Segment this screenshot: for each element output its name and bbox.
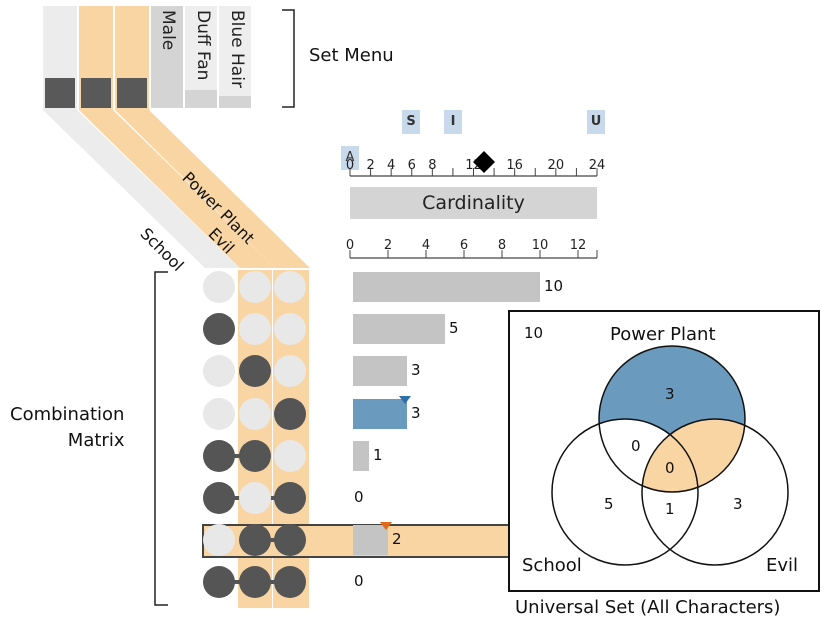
slider-tick-label: 4: [387, 158, 396, 173]
matrix-dot-evil[interactable]: [239, 397, 271, 430]
matrix-dot-school[interactable]: [203, 271, 235, 303]
matrix-dot-school[interactable]: [203, 566, 235, 599]
matrix-dot-power-plant[interactable]: [274, 355, 306, 388]
cardinality-bar-label: 3: [411, 403, 421, 422]
venn-count-school-evil: 1: [665, 500, 675, 518]
matrix-connector: [255, 538, 290, 543]
set-ribbons: [43, 110, 310, 268]
matrix-dot-school[interactable]: [203, 397, 235, 430]
axis-tick-label: 12: [569, 238, 587, 253]
menu-set-label-duff-fan: Duff Fan: [193, 10, 213, 81]
matrix-dot-school[interactable]: [203, 482, 235, 514]
cardinality-bar-label: 0: [354, 488, 364, 506]
cardinality-axis: [349, 250, 598, 259]
venn-circle-evil[interactable]: [641, 418, 789, 566]
axis-tick-label: 8: [497, 238, 507, 253]
axis-tick-label: 4: [421, 238, 431, 253]
cardinality-slider-handle[interactable]: [472, 150, 496, 174]
venn-region-evil-power[interactable]: [599, 346, 745, 492]
cardinality-bar-label: 10: [544, 277, 564, 295]
matrix-dot-evil[interactable]: [239, 439, 271, 472]
slider-tick-label: 16: [506, 158, 523, 173]
matrix-dot-power-plant[interactable]: [274, 271, 306, 303]
matrix-dot-evil[interactable]: [239, 271, 271, 303]
cardinality-bar[interactable]: [353, 398, 407, 429]
venn-caption: Universal Set (All Characters): [515, 597, 781, 618]
cardinality-bar[interactable]: [353, 314, 445, 345]
venn-count-school-only: 5: [604, 495, 614, 513]
cardinality-bar-label: 3: [411, 361, 421, 380]
axis-tick-label: 6: [459, 238, 469, 253]
venn-label-evil: Evil: [766, 555, 799, 576]
set-square-school[interactable]: [45, 78, 75, 108]
marker-a[interactable]: A: [341, 146, 359, 170]
venn-outside-count: 10: [524, 324, 544, 342]
matrix-dot-power-plant[interactable]: [274, 397, 306, 430]
matrix-dot-school[interactable]: [203, 313, 235, 346]
axis-tick-label: 0: [345, 238, 355, 253]
cardinality-slider-scale[interactable]: [340, 140, 610, 184]
menu-set-blue-hair[interactable]: [219, 6, 251, 108]
cardinality-bar[interactable]: [353, 525, 388, 556]
menu-set-label-male: Male: [158, 10, 178, 51]
slider-tick-label: 0: [345, 158, 355, 173]
venn-count-school-power: 0: [631, 437, 641, 455]
slider-tick-label: 8: [428, 158, 437, 173]
menu-set-male[interactable]: [151, 6, 183, 108]
cardinality-button[interactable]: Cardinality: [350, 187, 597, 219]
matrix-label: Combination Matrix: [10, 404, 125, 451]
bar-selection-marker: [399, 395, 411, 404]
venn-count-power-plant-only: 3: [665, 385, 675, 403]
matrix-dot-power-plant[interactable]: [274, 524, 306, 557]
axis-tick-label: 2: [383, 238, 393, 253]
matrix-dot-evil[interactable]: [239, 355, 271, 388]
venn-count-center: 0: [665, 459, 675, 477]
matrix-dot-school[interactable]: [203, 439, 235, 472]
slider-tick-label: 20: [547, 158, 565, 173]
matrix-dot-evil[interactable]: [239, 566, 271, 599]
matrix-dot-power-plant[interactable]: [274, 566, 306, 599]
cardinality-bar-label: 0: [354, 572, 364, 591]
cardinality-bar-label: 5: [449, 319, 459, 338]
marker-s[interactable]: S: [402, 110, 420, 134]
matrix-bracket: [154, 271, 168, 606]
slider-tick-label: 24: [588, 158, 606, 173]
cardinality-bar-label: 1: [373, 445, 383, 464]
axis-tick-label: 10: [531, 238, 549, 253]
cardinality-bar-label: 2: [392, 530, 402, 549]
cardinality-bar[interactable]: [353, 440, 369, 471]
venn-diagram: [551, 345, 789, 566]
cardinality-button-label: Cardinality: [422, 192, 525, 214]
matrix-dot-power-plant[interactable]: [274, 313, 306, 346]
venn-circle-school[interactable]: [551, 418, 699, 566]
set-square-power-plant[interactable]: [117, 78, 147, 108]
venn-count-evil-only: 3: [733, 495, 743, 513]
slider-tick-label: 6: [407, 158, 416, 173]
cardinality-bar[interactable]: [353, 356, 407, 387]
matrix-dot-power-plant[interactable]: [274, 439, 306, 472]
set-square-evil[interactable]: [81, 78, 111, 108]
venn-label-power-plant: Power Plant: [610, 324, 716, 345]
venn-panel: 10 Power Plant School Evil 3 0 0 5 1 3: [508, 310, 820, 592]
slider-tick-label: 2: [366, 158, 375, 173]
venn-label-school: School: [522, 555, 582, 576]
menu-set-label-blue-hair: Blue Hair: [227, 10, 247, 88]
matrix-dot-power-plant[interactable]: [274, 482, 306, 514]
matrix-dot-evil[interactable]: [239, 524, 271, 557]
matrix-dot-evil[interactable]: [239, 313, 271, 346]
matrix-dot-school[interactable]: [203, 524, 235, 557]
matrix-dot-school[interactable]: [203, 355, 235, 388]
set-menu-bracket: [282, 9, 295, 108]
bar-selection-marker: [380, 522, 392, 531]
marker-i[interactable]: I: [444, 110, 462, 134]
set-menu-label: Set Menu: [309, 45, 394, 66]
marker-u[interactable]: U: [587, 110, 605, 134]
matrix-connector: [219, 453, 255, 458]
matrix-dot-evil[interactable]: [239, 482, 271, 514]
cardinality-bar[interactable]: [353, 272, 540, 302]
venn-circle-power-plant[interactable]: [598, 345, 746, 493]
menu-set-duff-fan[interactable]: [185, 6, 217, 108]
